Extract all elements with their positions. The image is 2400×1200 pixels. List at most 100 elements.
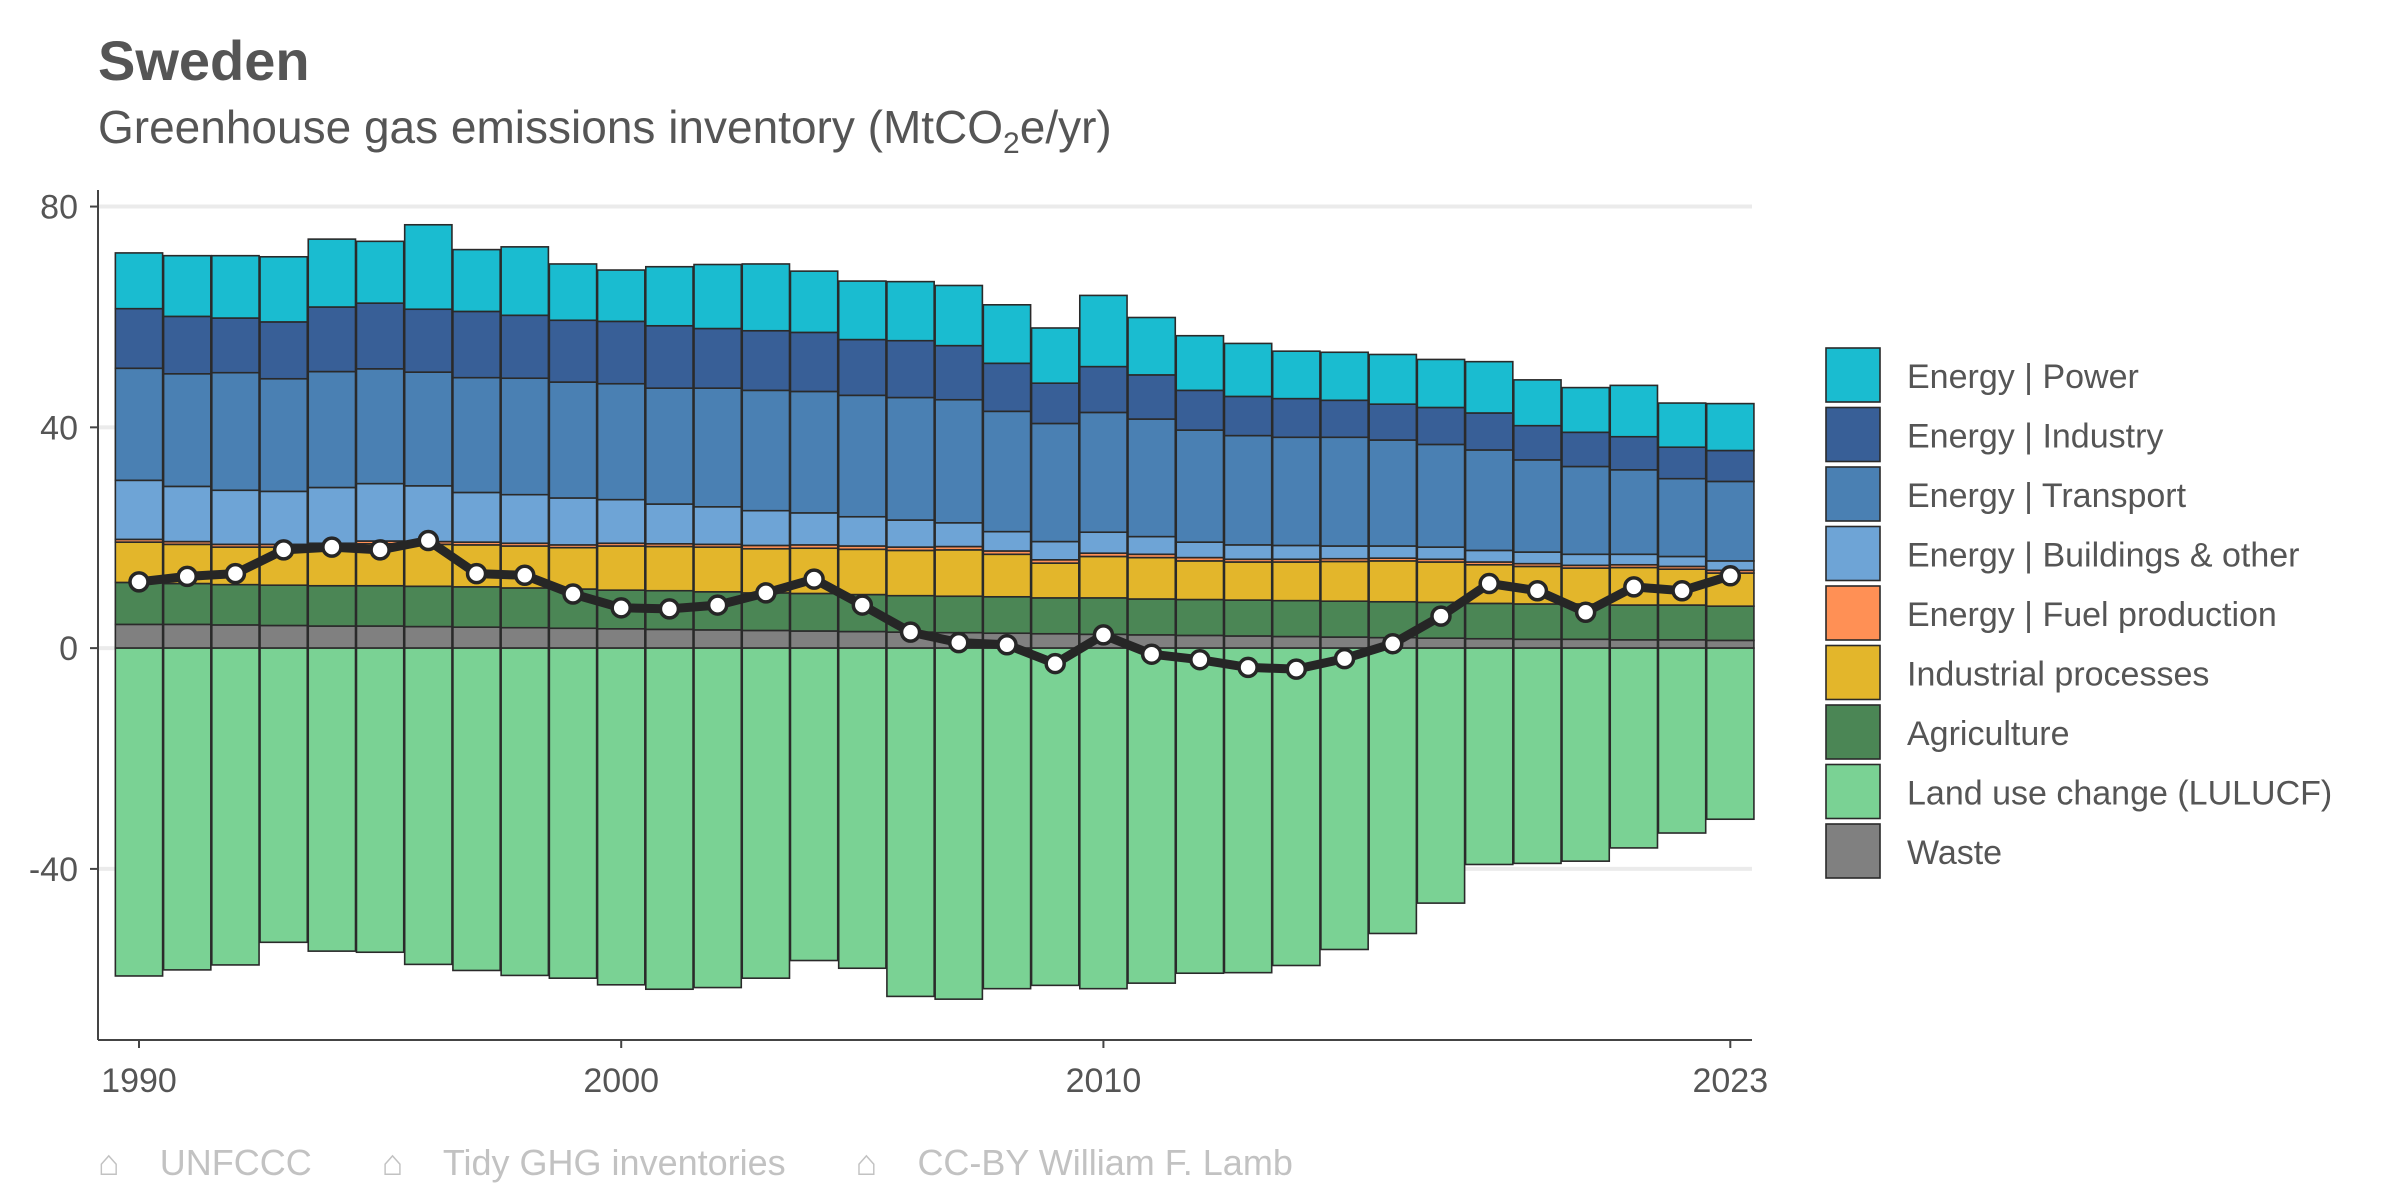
bar-segment-waste-2020 xyxy=(1561,638,1611,649)
bar-segment-land-use-change-lulucf--2007 xyxy=(934,647,984,1000)
legend-label: Energy | Fuel production xyxy=(1907,596,2277,634)
net-total-point-1992 xyxy=(224,562,247,585)
net-total-layer xyxy=(128,529,1742,680)
net-total-point-2010 xyxy=(1092,624,1115,646)
bar-segment-energy-industry-2015 xyxy=(1320,399,1369,439)
bar-segment-agriculture-1992 xyxy=(211,583,260,626)
bar-segment-energy-buildings-other-2012 xyxy=(1175,541,1225,559)
y-tick-label: 0 xyxy=(59,630,78,668)
bar-segment-land-use-change-lulucf--1993 xyxy=(259,647,309,944)
bar-segment-land-use-change-lulucf--1996 xyxy=(403,647,453,966)
bar-segment-energy-industry-2020 xyxy=(1561,431,1611,468)
bar-segment-waste-2021 xyxy=(1609,639,1659,649)
bar-segment-energy-power-2019 xyxy=(1512,379,1562,427)
bar-segment-industrial-processes-2000 xyxy=(596,545,646,591)
legend-label: Land use change (LULUCF) xyxy=(1907,775,2332,813)
bar-segment-energy-power-2007 xyxy=(934,284,984,347)
bar-segment-energy-transport-2023 xyxy=(1705,480,1755,562)
bar-segment-agriculture-2011 xyxy=(1127,598,1177,636)
bar-segment-waste-2015 xyxy=(1320,636,1369,649)
footer-credit-unfccc: ⌂ UNFCCC xyxy=(98,1142,342,1183)
bar-segment-land-use-change-lulucf--2005 xyxy=(837,647,887,970)
bar-segment-industrial-processes-2009 xyxy=(1030,562,1080,599)
bar-segment-land-use-change-lulucf--2003 xyxy=(741,647,791,979)
bar-segment-waste-1994 xyxy=(307,625,357,649)
bar-segment-energy-transport-2014 xyxy=(1271,436,1321,547)
net-total-point-2001 xyxy=(658,598,681,620)
bar-segment-energy-transport-2010 xyxy=(1078,411,1128,534)
net-total-point-2012 xyxy=(1189,648,1211,671)
footer-credits: ⌂ UNFCCC ⌂ Tidy GHG inventories ⌂ CC-BY … xyxy=(98,1142,1353,1184)
bar-segment-waste-2023 xyxy=(1705,639,1755,649)
bar-segment-energy-transport-2007 xyxy=(934,398,984,524)
bar-segment-energy-buildings-other-2007 xyxy=(934,522,984,548)
bar-segment-energy-buildings-other-1992 xyxy=(211,489,260,546)
bar-segment-agriculture-2009 xyxy=(1030,597,1080,635)
bar-segment-energy-transport-2009 xyxy=(1030,422,1080,543)
bar-segment-land-use-change-lulucf--2012 xyxy=(1175,647,1225,975)
bar-segment-energy-buildings-other-2003 xyxy=(741,509,791,547)
axes-layer: 80 40 0 -40 1990 2000 2010 2023 xyxy=(29,189,1768,1100)
bar-segment-land-use-change-lulucf--2001 xyxy=(644,647,694,991)
bar-segment-energy-transport-2008 xyxy=(982,410,1032,533)
bar-segment-energy-industry-1993 xyxy=(259,321,309,380)
bar-segment-energy-industry-1991 xyxy=(162,315,212,375)
bar-segment-land-use-change-lulucf--2011 xyxy=(1127,647,1177,984)
bar-segment-energy-power-2005 xyxy=(837,280,887,341)
bar-segment-energy-buildings-other-2015 xyxy=(1320,545,1369,560)
bar-segment-energy-buildings-other-1991 xyxy=(162,485,212,543)
bar-segment-agriculture-2004 xyxy=(789,592,839,632)
subtitle-subscript: 2 xyxy=(1003,127,1020,161)
bar-segment-energy-buildings-other-2016 xyxy=(1368,545,1418,559)
bar-segment-agriculture-2008 xyxy=(982,595,1032,635)
bar-segment-agriculture-2018 xyxy=(1464,602,1514,640)
bar-segment-land-use-change-lulucf--2018 xyxy=(1464,647,1514,866)
bar-segment-energy-transport-2018 xyxy=(1464,449,1514,552)
bar-segment-agriculture-2022 xyxy=(1657,604,1707,641)
subtitle-end: e/yr) xyxy=(1019,101,1112,153)
bar-segment-energy-transport-2019 xyxy=(1512,459,1562,553)
bar-segment-waste-2012 xyxy=(1175,634,1225,649)
bar-segment-energy-industry-1992 xyxy=(211,317,260,374)
bar-segment-energy-power-1999 xyxy=(548,263,598,322)
bar-segment-energy-industry-2016 xyxy=(1368,403,1418,441)
legend-label: Energy | Industry xyxy=(1907,418,2163,456)
chart-title: Sweden xyxy=(98,29,310,92)
net-total-point-2017 xyxy=(1430,605,1452,627)
bar-segment-energy-transport-2002 xyxy=(693,387,743,508)
bar-segment-energy-buildings-other-1995 xyxy=(355,482,405,542)
bar-segment-waste-2002 xyxy=(693,629,743,649)
bar-segment-energy-buildings-other-2009 xyxy=(1030,540,1080,561)
net-total-point-2019 xyxy=(1526,579,1549,602)
bars-layer xyxy=(114,223,1755,1000)
bar-segment-energy-transport-1996 xyxy=(403,371,453,487)
bar-segment-energy-buildings-other-2010 xyxy=(1078,531,1128,554)
bar-segment-energy-industry-2002 xyxy=(693,327,743,389)
footer-credit-text: CC-BY William F. Lamb xyxy=(917,1142,1293,1183)
bar-segment-energy-power-2013 xyxy=(1223,342,1273,398)
bar-segment-land-use-change-lulucf--2002 xyxy=(693,647,743,989)
bar-segment-energy-industry-2006 xyxy=(886,339,935,399)
bar-segment-energy-industry-1996 xyxy=(403,308,453,373)
bar-segment-agriculture-2013 xyxy=(1223,599,1273,637)
bar-segment-agriculture-1998 xyxy=(500,587,550,629)
bar-segment-energy-buildings-other-2020 xyxy=(1561,553,1611,567)
bar-segment-land-use-change-lulucf--2019 xyxy=(1512,647,1562,865)
x-tick-label: 2000 xyxy=(583,1062,659,1100)
bar-segment-waste-2009 xyxy=(1030,632,1080,649)
bar-segment-energy-power-1993 xyxy=(259,255,309,323)
footer-credit-text: Tidy GHG inventories xyxy=(442,1142,786,1183)
bar-segment-energy-industry-1999 xyxy=(548,319,598,383)
net-total-point-1994 xyxy=(321,536,343,558)
bar-segment-land-use-change-lulucf--1999 xyxy=(548,647,598,979)
bar-segment-energy-transport-1997 xyxy=(452,376,501,494)
bar-segment-land-use-change-lulucf--2021 xyxy=(1609,647,1659,849)
bar-segment-land-use-change-lulucf--1992 xyxy=(211,647,260,966)
bar-segment-land-use-change-lulucf--2008 xyxy=(982,647,1032,990)
bar-segment-energy-transport-2020 xyxy=(1561,465,1611,556)
x-tick-label: 2010 xyxy=(1066,1062,1142,1100)
bar-segment-energy-power-2021 xyxy=(1609,384,1659,438)
bar-segment-energy-transport-1993 xyxy=(259,377,309,493)
x-tick-label: 2023 xyxy=(1692,1062,1768,1100)
net-total-point-1999 xyxy=(562,583,584,605)
